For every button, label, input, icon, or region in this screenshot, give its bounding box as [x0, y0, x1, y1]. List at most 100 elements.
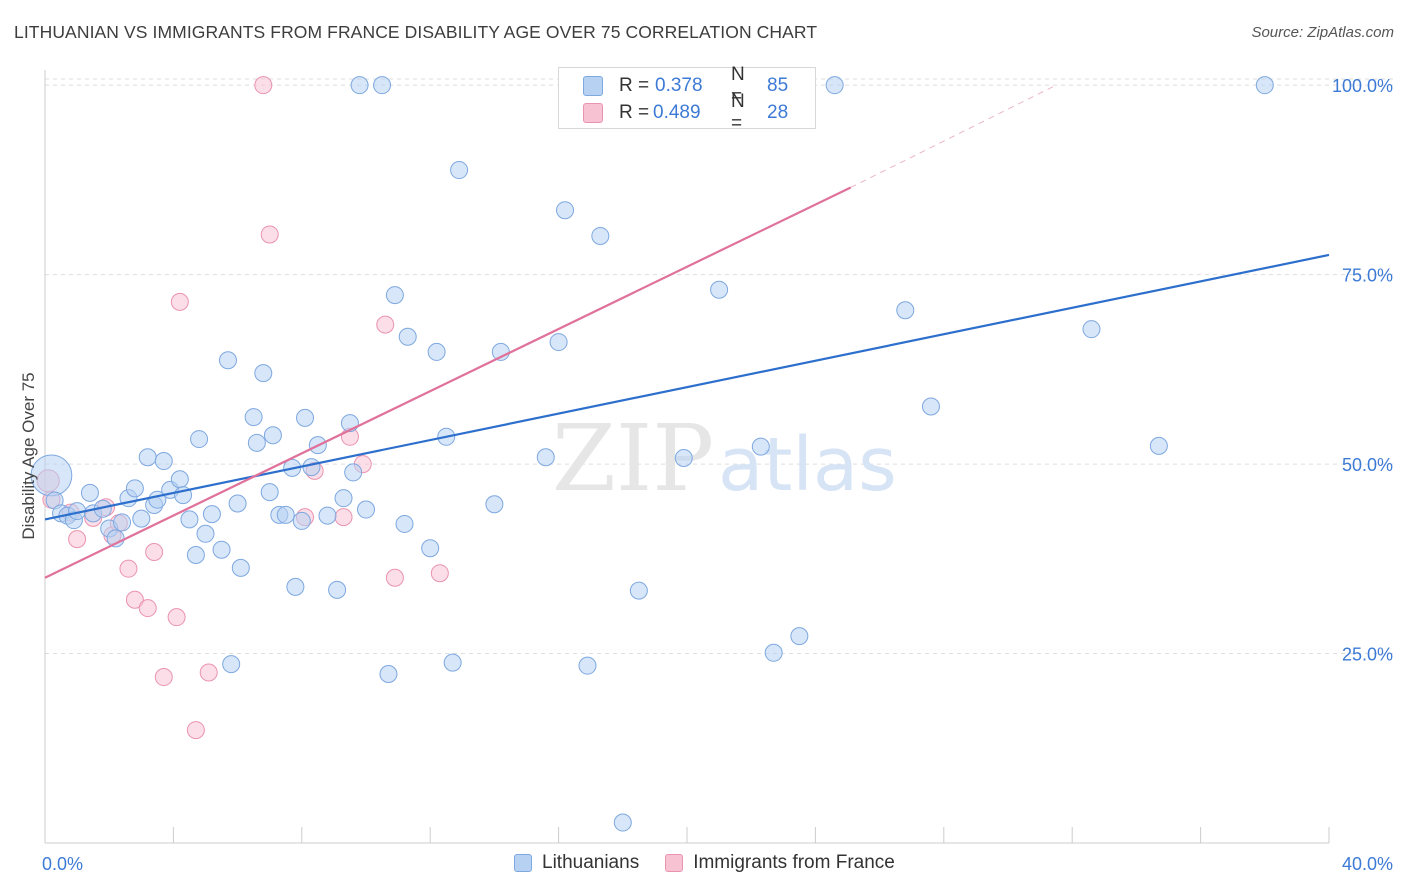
tick-labels: 25.0% 50.0% 75.0% 100.0% 0.0% 40.0% [42, 76, 1393, 874]
data-point [231, 558, 250, 577]
data-point [921, 397, 940, 416]
data-point [629, 581, 648, 600]
y-axis-label: Disability Age Over 75 [19, 372, 38, 539]
data-point [591, 226, 610, 245]
x-tick-label: 0.0% [42, 854, 83, 874]
trend-line [44, 186, 852, 579]
n-value: 85 [767, 75, 789, 96]
data-point [186, 546, 205, 565]
data-point [318, 506, 337, 525]
x-tick-label: 40.0% [1342, 854, 1393, 874]
data-point [68, 530, 87, 549]
data-point [536, 448, 555, 467]
data-point [263, 426, 282, 445]
data-point [334, 489, 353, 508]
data-point [254, 364, 273, 383]
data-point [556, 201, 575, 220]
bottom-legend: Lithuanians Immigrants from France [514, 852, 921, 874]
data-point [334, 508, 353, 527]
data-point [1149, 436, 1168, 455]
data-point [260, 483, 279, 502]
data-point [613, 813, 632, 832]
n-value: 28 [767, 102, 789, 123]
data-point [395, 514, 414, 533]
trend-line-extrapolated [850, 84, 1057, 188]
data-point [896, 301, 915, 320]
data-point [167, 608, 186, 627]
data-point [228, 494, 247, 513]
data-point [328, 580, 347, 599]
data-point [170, 470, 189, 489]
watermark: ZIP atlas [552, 405, 897, 512]
data-point [154, 452, 173, 471]
data-point [202, 505, 221, 524]
trend-lines [44, 84, 1330, 579]
data-point [710, 280, 729, 299]
data-point [286, 577, 305, 596]
data-point [186, 721, 205, 740]
n-label: N = [731, 64, 745, 107]
r-value: 0.378 [655, 75, 703, 96]
data-point [247, 433, 266, 452]
chart-title: LITHUANIAN VS IMMIGRANTS FROM FRANCE DIS… [14, 22, 818, 42]
data-point [292, 511, 311, 530]
data-point [180, 510, 199, 529]
data-point [485, 495, 504, 514]
data-point [113, 513, 132, 532]
data-point [125, 590, 144, 609]
legend-swatch-blue [514, 854, 532, 872]
data-point [398, 327, 417, 346]
legend-item-lithuanians: Lithuanians [514, 852, 639, 874]
data-point [344, 463, 363, 482]
data-point [379, 665, 398, 684]
data-point [1255, 76, 1274, 95]
data-point [218, 351, 237, 370]
data-point [430, 564, 449, 583]
data-point [1082, 320, 1101, 339]
trend-line [44, 253, 1330, 521]
data-point [450, 161, 469, 180]
data-point [302, 458, 321, 477]
watermark-atlas: atlas [718, 422, 897, 508]
data-point [357, 500, 375, 519]
data-point [764, 643, 783, 662]
r-label: R = [619, 102, 650, 123]
data-point [260, 225, 279, 244]
data-point [138, 599, 157, 618]
data-point [674, 449, 693, 468]
data-point [385, 568, 404, 587]
data-point [350, 76, 369, 95]
data-point [222, 655, 241, 674]
y-tick-label: 75.0% [1342, 266, 1393, 286]
data-point [212, 540, 231, 559]
data-point [376, 315, 395, 334]
y-tick-label: 100.0% [1332, 76, 1393, 96]
legend-label: Lithuanians [542, 852, 640, 873]
data-point [443, 653, 462, 672]
data-point [80, 483, 99, 502]
legend-swatch-pink [583, 103, 603, 123]
data-point [276, 505, 295, 524]
stats-legend: R = 0.378 N = 85 R = 0.489 N = 28 [558, 64, 816, 134]
legend-swatch-blue [583, 76, 603, 96]
data-point [145, 542, 164, 561]
data-point [254, 76, 273, 95]
data-point [385, 286, 404, 305]
n-label: N = [731, 91, 745, 134]
data-point [373, 76, 392, 95]
data-point [190, 430, 209, 449]
series-lithuanians-points [30, 76, 1274, 832]
data-point [170, 292, 189, 311]
data-point [578, 656, 597, 675]
data-point [196, 524, 215, 543]
legend-item-france: Immigrants from France [665, 852, 895, 874]
legend-swatch-pink [665, 854, 684, 872]
data-point [427, 342, 446, 361]
y-tick-label: 50.0% [1342, 455, 1393, 475]
r-label: R = [619, 75, 650, 96]
data-point [125, 479, 144, 498]
data-point [154, 668, 173, 687]
data-point [296, 408, 315, 427]
data-point [199, 663, 218, 682]
